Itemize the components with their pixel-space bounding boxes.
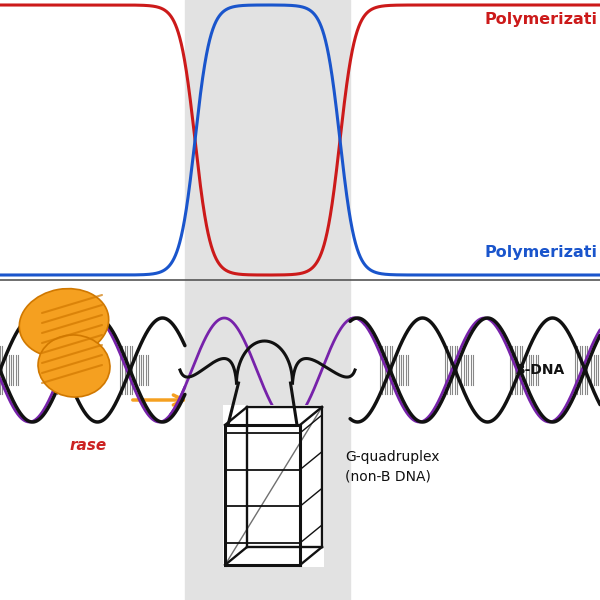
Ellipse shape	[19, 289, 109, 358]
Text: Polymerizati: Polymerizati	[485, 12, 598, 27]
Text: Polymerizati: Polymerizati	[485, 245, 598, 260]
Text: G-quadruplex: G-quadruplex	[345, 450, 439, 464]
Text: B-DNA: B-DNA	[515, 363, 565, 377]
Text: (non-B DNA): (non-B DNA)	[345, 470, 431, 484]
Ellipse shape	[38, 335, 110, 397]
Text: rase: rase	[70, 437, 107, 452]
FancyBboxPatch shape	[223, 405, 324, 567]
